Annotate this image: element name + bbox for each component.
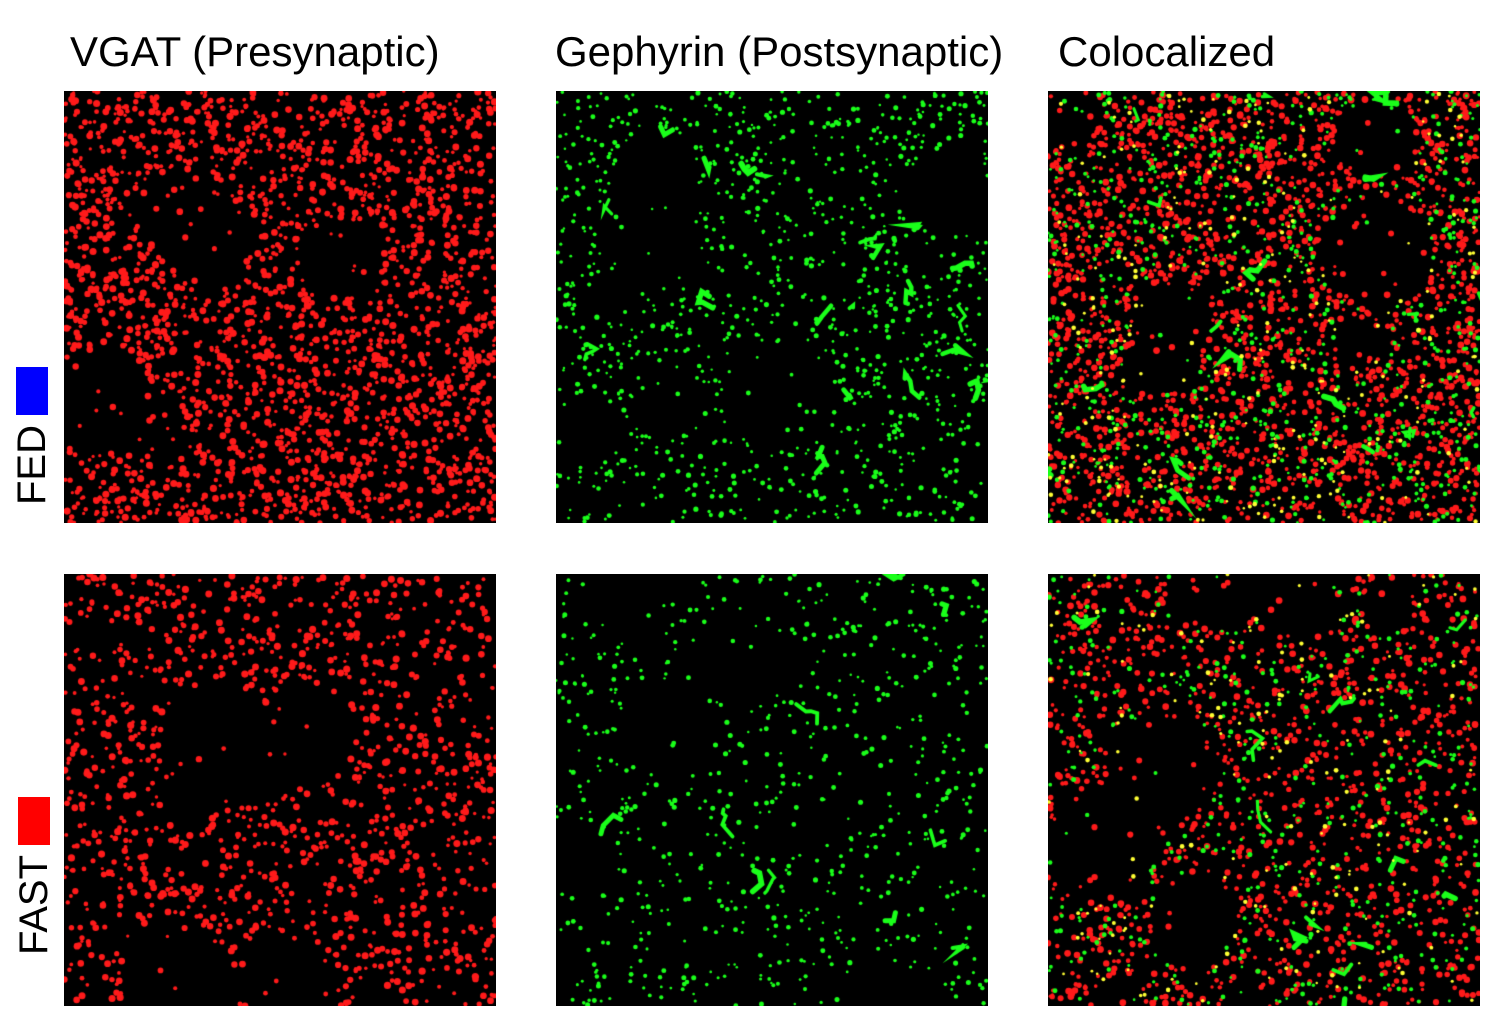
column-title-gephyrin: Gephyrin (Postsynaptic) (555, 28, 1004, 75)
panel-fed-gephyrin (556, 91, 988, 523)
panel-fast-vgat (64, 574, 496, 1006)
fast-colocalized-image (1048, 574, 1480, 1006)
fast-gephyrin-image (556, 574, 988, 1006)
row-label-fast: FAST (12, 796, 56, 955)
panel-fast-gephyrin (556, 574, 988, 1006)
row-label-fed-text: FED (10, 425, 54, 505)
column-title-vgat: VGAT (Presynaptic) (70, 28, 440, 75)
fed-gephyrin-image (556, 91, 988, 523)
row-label-fed: FED (10, 367, 54, 505)
column-title-colocalized: Colocalized (1058, 28, 1276, 75)
panel-fast-colocalized (1048, 574, 1480, 1006)
row-label-fast-text: FAST (12, 854, 56, 955)
fed-vgat-image (64, 91, 496, 523)
panel-fed-vgat (64, 91, 496, 523)
panel-fed-colocalized (1048, 91, 1480, 523)
row-fed-color-swatch (16, 367, 48, 415)
fast-vgat-image (64, 574, 496, 1006)
fed-colocalized-image (1048, 91, 1480, 523)
row-fast-color-swatch (18, 796, 50, 845)
